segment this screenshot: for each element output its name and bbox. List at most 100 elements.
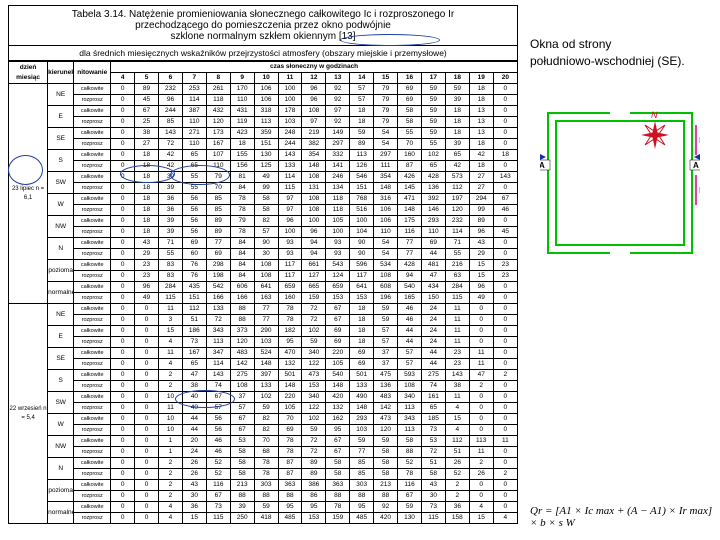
type-cell: całkowite [74, 260, 111, 271]
data-cell: 79 [374, 95, 398, 106]
data-cell: 65 [421, 161, 445, 172]
data-cell: 0 [111, 436, 135, 447]
data-cell: 0 [493, 84, 517, 95]
data-cell: 59 [254, 502, 278, 513]
data-cell: 114 [182, 95, 206, 106]
data-cell: 96 [159, 95, 183, 106]
table-row: SWcałkowite00104067371022203404204904833… [9, 392, 518, 403]
data-cell: 18 [350, 326, 374, 337]
data-cell: 52 [445, 469, 469, 480]
data-cell: 23 [135, 271, 159, 282]
hour-col: 18 [445, 73, 469, 84]
data-cell: 534 [374, 260, 398, 271]
data-cell: 2 [159, 370, 183, 381]
data-cell: 58 [254, 194, 278, 205]
hour-col: 15 [374, 73, 398, 84]
data-cell: 85 [206, 205, 230, 216]
data-cell: 85 [159, 117, 183, 128]
data-cell: 25 [135, 117, 159, 128]
data-cell: 118 [326, 205, 350, 216]
type-cell: rozprosz [74, 513, 111, 524]
data-cell: 10 [159, 414, 183, 425]
data-cell: 4 [445, 425, 469, 436]
data-cell: 151 [254, 139, 278, 150]
data-cell: 220 [278, 392, 302, 403]
data-cell: 298 [206, 260, 230, 271]
data-cell: 56 [182, 194, 206, 205]
data-cell: 0 [111, 502, 135, 513]
type-cell: rozprosz [74, 315, 111, 326]
data-cell: 55 [421, 139, 445, 150]
data-cell: 23 [445, 359, 469, 370]
type-cell: rozprosz [74, 227, 111, 238]
data-cell: 0 [493, 447, 517, 458]
data-cell: 44 [398, 337, 422, 348]
data-cell: 57 [398, 359, 422, 370]
data-cell: 125 [254, 161, 278, 172]
data-cell: 57 [350, 95, 374, 106]
data-cell: 159 [326, 513, 350, 524]
data-cell: 332 [326, 150, 350, 161]
data-cell: 18 [135, 150, 159, 161]
type-cell: rozprosz [74, 425, 111, 436]
data-cell: 112 [182, 304, 206, 315]
caption-l2: południowo-wschodniej (SE). [530, 53, 710, 70]
data-cell: 38 [182, 381, 206, 392]
type-cell: całkowite [74, 216, 111, 227]
data-cell: 65 [182, 150, 206, 161]
type-cell: rozprosz [74, 95, 111, 106]
table-row: SEcałkowite03814327117342335924821914959… [9, 128, 518, 139]
data-cell: 156 [230, 161, 254, 172]
data-cell: 303 [350, 480, 374, 491]
data-cell: 2 [493, 469, 517, 480]
data-cell: 0 [493, 348, 517, 359]
data-cell: 0 [493, 304, 517, 315]
title-l1: Tabela 3.14. Natężenie promieniowania sł… [12, 9, 514, 20]
data-cell: 58 [374, 447, 398, 458]
data-cell: 11 [159, 348, 183, 359]
data-cell: 72 [206, 315, 230, 326]
data-cell: 92 [374, 502, 398, 513]
data-cell: 84 [230, 260, 254, 271]
data-cell: 59 [421, 106, 445, 117]
data-cell: 53 [230, 436, 254, 447]
data-cell: 96 [278, 216, 302, 227]
data-cell: 112 [445, 436, 469, 447]
data-cell: 130 [254, 150, 278, 161]
table-title: Tabela 3.14. Natężenie promieniowania sł… [8, 5, 518, 46]
subheader: dla średnich miesięcznych wskaźników prz… [8, 46, 518, 61]
data-cell: 0 [469, 392, 493, 403]
type-cell: rozprosz [74, 183, 111, 194]
data-cell: 244 [159, 106, 183, 117]
data-cell: 2 [445, 480, 469, 491]
table-row: rozprosz01839568978571009610010411011611… [9, 227, 518, 238]
data-cell: 0 [111, 84, 135, 95]
data-cell: 45 [493, 227, 517, 238]
data-cell: 39 [445, 95, 469, 106]
table-row: normalnecałkowite09628443554260664165966… [9, 282, 518, 293]
dir-cell: SE [48, 348, 74, 370]
data-cell: 43 [469, 238, 493, 249]
data-cell: 59 [374, 436, 398, 447]
data-cell: 46 [206, 436, 230, 447]
data-cell: 67 [398, 491, 422, 502]
data-cell: 59 [302, 337, 326, 348]
data-cell: 0 [111, 403, 135, 414]
data-cell: 153 [350, 293, 374, 304]
data-cell: 420 [326, 392, 350, 403]
data-cell: 158 [445, 513, 469, 524]
data-cell: 82 [254, 216, 278, 227]
data-cell: 88 [398, 447, 422, 458]
data-cell: 96 [302, 227, 326, 238]
data-cell: 133 [254, 381, 278, 392]
hour-col: 14 [350, 73, 374, 84]
data-cell: 67 [326, 315, 350, 326]
data-cell: 90 [254, 238, 278, 249]
data-cell: 47 [421, 271, 445, 282]
data-cell: 148 [278, 381, 302, 392]
data-cell: 56 [182, 216, 206, 227]
dir-cell: S [48, 150, 74, 172]
data-cell: 516 [350, 205, 374, 216]
data-cell: 0 [111, 227, 135, 238]
table-row: NWcałkowite01839568979829610010510010617… [9, 216, 518, 227]
